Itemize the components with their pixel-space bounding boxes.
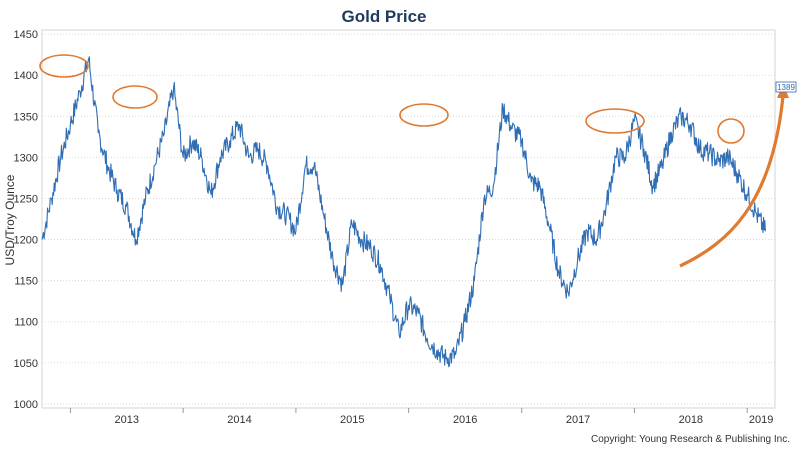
y-tick-label: 1450 [14,29,38,41]
y-tick-label: 1350 [14,111,38,123]
peak-circle-late-2013 [112,85,158,109]
x-tick-label: 2016 [453,414,477,426]
chart-title: Gold Price [341,7,426,26]
y-tick-label: 1050 [14,358,38,370]
last-value-tag: 1389 [775,81,797,93]
x-axis: 2013 2014 2015 2016 2017 2018 2019 [69,408,773,426]
y-tick-label: 1150 [14,276,38,288]
y-tick-label: 1200 [14,235,38,247]
gold-price-line [41,56,766,368]
peak-circle-2016 [399,103,449,127]
y-tick-label: 1400 [14,70,38,82]
y-axis-label: USD/Troy Ounce [3,174,17,265]
x-tick-label: 2014 [227,414,251,426]
rising-trend-arrow [679,95,785,268]
plot-area [41,56,766,368]
x-tick-label: 2013 [115,414,139,426]
y-tick-label: 1100 [14,317,38,329]
peak-circle-2018 [717,118,745,144]
y-tick-label: 1250 [14,193,38,205]
peak-circle-2013 [39,54,89,78]
annotations [39,54,789,268]
x-tick-label: 2017 [566,414,590,426]
y-tick-label: 1000 [14,399,38,411]
grid-lines [41,29,776,409]
plot-frame [41,29,776,409]
peak-circle-2017 [585,108,645,134]
y-axis: 1000 1050 1100 1150 1200 1250 1300 1350 1400 1450 [14,29,38,411]
x-tick-label: 2015 [340,414,364,426]
y-tick-label: 1300 [14,152,38,164]
x-tick-label: 2019 [749,414,773,426]
svg-text:1389: 1389 [777,83,795,92]
x-tick-label: 2018 [679,414,703,426]
copyright-text: Copyright: Young Research & Publishing I… [591,434,790,445]
